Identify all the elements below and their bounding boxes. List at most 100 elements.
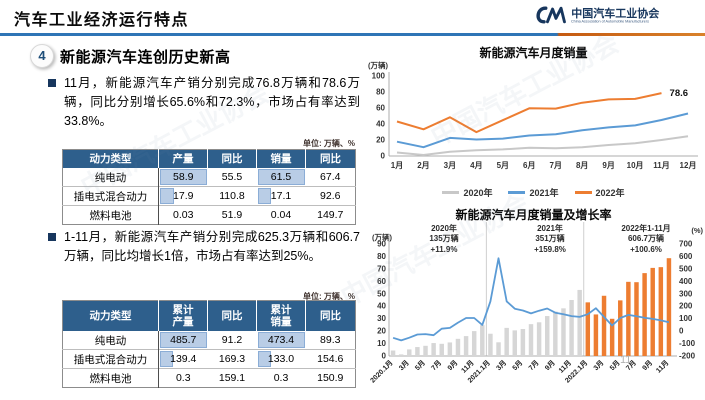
table-row: 纯电动 58.9 55.5 61.5 67.4 [62,168,356,187]
bar-line-chart-canvas: 0 10 20 30 40 50 60 70 80 90 700 600 500 400 300 200 100… [369,222,696,385]
table-header-cell: 动力类型 [62,149,159,169]
svg-text:60: 60 [377,277,386,286]
svg-text:100: 100 [679,314,693,323]
data-bar [257,188,271,205]
section-title: 新能源汽车连创历史新高 [60,49,231,66]
svg-text:30: 30 [377,314,386,323]
table-cell: 58.9 [159,168,208,187]
svg-text:1月: 1月 [391,161,403,170]
bullet-square-icon [48,79,56,87]
annotation-2020: 2020年 135万辆 +11.9% [429,224,459,254]
bullet-text: 11月，新能源汽车产销分别完成76.8万辆和78.6万辆，同比分别增长65.6%… [64,76,360,128]
svg-text:12月: 12月 [680,161,697,170]
table-cell: 169.3 [207,349,257,369]
logo-org-name: 中国汽车工业协会 [571,7,660,20]
svg-text:70: 70 [377,264,386,273]
data-bar [160,169,207,186]
bullet-text: 1-11月，新能源汽车产销分别完成625.3万辆和606.7万辆，同比均增长1倍… [64,230,360,263]
svg-text:11月: 11月 [653,161,669,170]
svg-text:5月: 5月 [511,359,524,372]
svg-text:20: 20 [376,136,385,145]
svg-text:300: 300 [679,289,693,298]
table-cell: 110.8 [207,186,257,206]
svg-text:400: 400 [679,277,693,286]
svg-text:7月: 7月 [430,359,443,372]
table-cell: 51.9 [207,205,257,225]
sales-and-growth-chart: 新能源汽车月度销量及增长率 (万辆) (%) 2020年 135万辆 +11.9… [362,202,705,398]
unit-label: 单位: 万辆、% [303,292,355,301]
table-row: 燃料电池 0.3 159.1 0.3 150.9 [62,368,356,388]
table-cell: 0.03 [158,205,208,225]
legend-item: 2022年 [574,186,625,199]
table-cell: 150.9 [305,368,356,388]
bullet-square-icon [48,233,56,241]
annotation-2021: 2021年 351万辆 +159.8% [534,224,566,254]
monthly-sales-line-chart: 新能源汽车月度销量 (万辆) 0 20 40 60 80 100 1月 2月 3月 4月 5月 6月 7… [362,40,705,200]
svg-text:2020.1月: 2020.1月 [369,359,395,385]
table-header-cell: 累计 产量 [158,300,208,332]
table-cell: 485.7 [159,331,208,350]
svg-text:-100: -100 [679,339,696,348]
table-row: 插电式混合动力 139.4 169.3 133.0 154.6 [62,349,356,369]
chart-title: 新能源汽车月度销量 [479,46,588,60]
svg-text:10月: 10月 [627,161,644,170]
table-cell: 149.7 [305,205,356,225]
power-type-table-cumulative: 动力类型 累计 产量 同比 累计 销量 同比 纯电动 485.7 91.2 473.4 89.3 插… [62,300,356,389]
table-header-cell: 销量 [256,149,306,169]
table-cell: 55.5 [221,171,243,184]
table-header-cell: 同比 [305,149,356,169]
caam-logo-mark-icon [533,4,567,31]
svg-text:3月: 3月 [592,359,605,372]
svg-text:9月: 9月 [446,359,459,372]
table-cell: 燃料电池 [62,205,159,225]
table-header-cell: 累计 销量 [256,300,306,332]
data-bar [257,332,305,349]
table-cell: 纯电动 [62,331,159,350]
table-header-cell: 产量 [158,149,208,169]
svg-text:4月: 4月 [470,161,482,170]
table-cell: 插电式混合动力 [62,349,159,369]
data-bar [160,351,174,368]
table-cell: 139.4 [158,349,208,369]
table-cell: 0.3 [256,368,306,388]
chart-title: 新能源汽车月度销量及增长率 [455,208,612,222]
bullet-item-cumulative: 1-11月，新能源汽车产销分别完成625.3万辆和606.7万辆，同比均增长1倍… [48,228,360,266]
svg-text:6月: 6月 [523,161,535,170]
table-cell: 61.5 [257,168,306,187]
svg-text:3月: 3月 [495,359,508,372]
table-cell: 燃料电池 [62,368,159,388]
y-axis-unit-label: (万辆) [368,61,388,70]
svg-text:11月: 11月 [655,359,671,375]
svg-text:7月: 7月 [527,359,540,372]
svg-text:60: 60 [376,104,385,113]
svg-text:50: 50 [377,289,386,298]
table-cell: 67.4 [320,171,341,184]
table-header-cell: 同比 [305,300,356,332]
table-row: 插电式混合动力 17.9 110.8 17.1 92.6 [62,186,356,206]
svg-text:3月: 3月 [397,359,410,372]
table-cell: 插电式混合动力 [62,186,159,206]
table-cell: 89.3 [320,334,341,347]
svg-text:3月: 3月 [444,161,456,170]
svg-text:600: 600 [679,252,693,261]
svg-text:2月: 2月 [417,161,429,170]
svg-text:7月: 7月 [550,161,562,170]
svg-text:80: 80 [376,88,385,97]
svg-text:20: 20 [377,327,386,336]
unit-label: 单位: 万辆、% [303,139,355,148]
legend-item: 2020年 [442,186,492,199]
header-divider [0,33,705,36]
page-number: 11 [620,354,632,366]
left-axis-unit-label: (万辆) [372,233,392,242]
svg-text:5月: 5月 [414,359,427,372]
svg-text:40: 40 [376,120,385,129]
table-cell: 0.04 [256,205,306,225]
svg-text:100: 100 [372,72,386,81]
svg-text:10: 10 [377,339,386,348]
table-row: 燃料电池 0.03 51.9 0.04 149.7 [62,205,356,225]
line-chart-canvas: 0 20 40 60 80 100 1月 2月 3月 4月 5月 6月 7月 8月 9月 10月 11月 12月 7… [372,72,698,170]
svg-text:0: 0 [381,152,386,161]
svg-text:9月: 9月 [602,161,614,170]
svg-text:0: 0 [679,327,684,336]
right-axis-unit-label: (%) [691,226,703,235]
